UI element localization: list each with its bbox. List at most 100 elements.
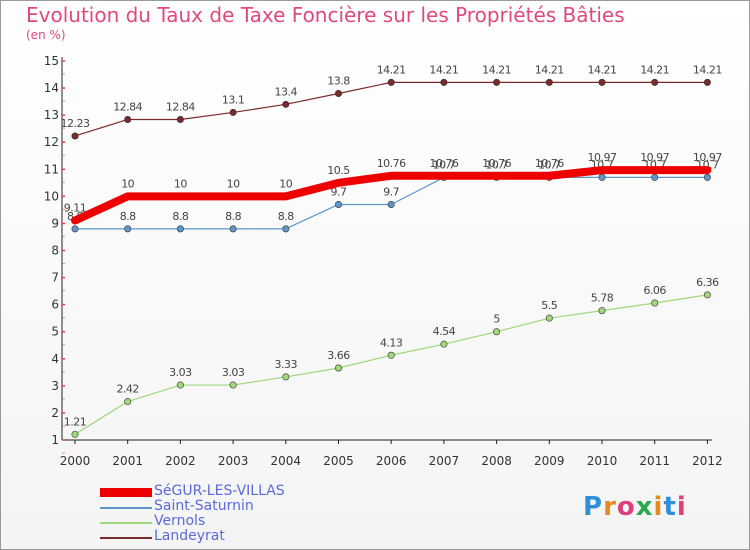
x-tick-label: 2010	[587, 454, 618, 468]
data-point-s-gur-les-villas	[440, 172, 447, 179]
logo-letter: o	[616, 492, 636, 522]
data-point-vernols	[387, 351, 395, 359]
logo-letter: i	[653, 492, 664, 522]
logo-letter: t	[663, 492, 677, 522]
data-label-vernols: 5.5	[541, 299, 557, 312]
data-label-landeyrat: 14.21	[535, 63, 564, 76]
data-point-saint-saturnin	[703, 173, 711, 181]
data-label-s-gur-les-villas: 10.5	[327, 164, 350, 177]
data-point-saint-saturnin	[71, 225, 79, 233]
x-tick-label: 2008	[481, 454, 512, 468]
data-point-vernols	[176, 381, 184, 389]
data-point-saint-saturnin	[124, 225, 132, 233]
y-tick-label: 2	[51, 406, 59, 420]
x-tick-label: 2005	[323, 454, 354, 468]
data-label-landeyrat: 14.21	[588, 63, 617, 76]
y-tick-label: 5	[51, 325, 59, 339]
data-point-landeyrat	[387, 78, 395, 86]
y-tick-label: 10	[44, 189, 59, 203]
data-label-vernols: 3.33	[275, 358, 298, 371]
x-tick-label: 2011	[639, 454, 670, 468]
data-point-s-gur-les-villas	[72, 217, 78, 224]
data-label-vernols: 3.66	[327, 349, 350, 362]
legend-swatch	[100, 522, 152, 524]
data-label-saint-saturnin: 10.7	[538, 158, 561, 171]
data-label-saint-saturnin: 8.8	[172, 210, 188, 223]
data-point-landeyrat	[651, 78, 659, 86]
data-point-vernols	[71, 430, 79, 438]
data-label-saint-saturnin: 9.7	[331, 185, 347, 198]
legend-swatch	[100, 488, 152, 497]
data-point-landeyrat	[176, 115, 184, 123]
data-point-s-gur-les-villas	[230, 193, 237, 200]
logo-letter: x	[635, 492, 654, 522]
data-label-saint-saturnin: 10.7	[433, 158, 456, 171]
data-label-vernols: 6.06	[643, 284, 666, 297]
data-label-s-gur-les-villas: 10	[279, 177, 292, 190]
logo-letter: r	[603, 492, 617, 522]
data-point-landeyrat	[124, 115, 132, 123]
proxiti-logo: Proxiti	[583, 492, 687, 522]
data-point-s-gur-les-villas	[282, 193, 289, 200]
data-label-landeyrat: 14.21	[377, 63, 406, 76]
data-point-vernols	[703, 291, 711, 299]
y-tick-label: 3	[51, 379, 59, 393]
data-point-s-gur-les-villas	[388, 172, 395, 179]
data-label-s-gur-les-villas: 10.76	[535, 157, 564, 170]
data-point-s-gur-les-villas	[546, 172, 553, 179]
data-label-s-gur-les-villas: 10.97	[588, 151, 617, 164]
data-label-landeyrat: 12.84	[166, 100, 195, 113]
data-point-vernols	[493, 328, 501, 336]
data-point-saint-saturnin	[229, 225, 237, 233]
y-tick-label: 11	[44, 162, 59, 176]
data-point-landeyrat	[440, 78, 448, 86]
data-point-s-gur-les-villas	[493, 172, 500, 179]
legend-label: SéGUR-LES-VILLAS	[154, 483, 285, 499]
logo-letter: P	[583, 492, 604, 522]
legend-swatch	[100, 537, 152, 539]
y-tick-label: 9	[51, 216, 59, 230]
data-point-saint-saturnin	[387, 200, 395, 208]
data-point-landeyrat	[334, 89, 342, 97]
data-label-landeyrat: 14.21	[482, 63, 511, 76]
y-tick-label: 1	[51, 433, 59, 447]
data-point-landeyrat	[598, 78, 606, 86]
data-label-landeyrat: 12.23	[61, 117, 90, 130]
data-label-landeyrat: 13.1	[222, 93, 245, 106]
x-tick-label: 2006	[376, 454, 407, 468]
data-label-vernols: 5	[493, 313, 500, 326]
series-line-vernols	[74, 294, 709, 435]
data-point-landeyrat	[493, 78, 501, 86]
chart-title: Evolution du Taux de Taxe Foncière sur l…	[26, 3, 625, 27]
data-label-saint-saturnin: 9.7	[383, 185, 399, 198]
y-tick-label: 14	[44, 81, 59, 95]
legend-label: Vernols	[154, 513, 206, 529]
y-tick-label: 4	[51, 352, 59, 366]
data-label-saint-saturnin: 10.7	[485, 158, 508, 171]
data-label-saint-saturnin: 8.8	[120, 210, 136, 223]
x-tick-label: 2002	[165, 454, 196, 468]
data-label-vernols: 3.03	[169, 366, 192, 379]
data-point-saint-saturnin	[176, 225, 184, 233]
data-label-landeyrat: 13.4	[275, 85, 298, 98]
data-point-landeyrat	[703, 78, 711, 86]
data-label-s-gur-les-villas: 10	[174, 177, 187, 190]
data-point-landeyrat	[71, 132, 79, 140]
legend-label: Landeyrat	[154, 528, 225, 544]
data-label-s-gur-les-villas: 10	[121, 177, 134, 190]
data-point-vernols	[124, 398, 132, 406]
data-label-s-gur-les-villas: 10.97	[693, 151, 722, 164]
x-tick-label: 2000	[60, 454, 91, 468]
x-tick-label: 2001	[112, 454, 143, 468]
data-point-s-gur-les-villas	[124, 193, 131, 200]
data-point-vernols	[334, 364, 342, 372]
data-point-vernols	[282, 373, 290, 381]
y-tick-label: 7	[51, 271, 59, 285]
data-label-landeyrat: 13.8	[327, 74, 350, 87]
data-point-s-gur-les-villas	[599, 167, 605, 174]
data-label-s-gur-les-villas: 10.76	[377, 157, 406, 170]
data-label-s-gur-les-villas: 10.76	[429, 157, 458, 170]
data-label-s-gur-les-villas: 10.76	[482, 157, 511, 170]
data-point-landeyrat	[229, 108, 237, 116]
